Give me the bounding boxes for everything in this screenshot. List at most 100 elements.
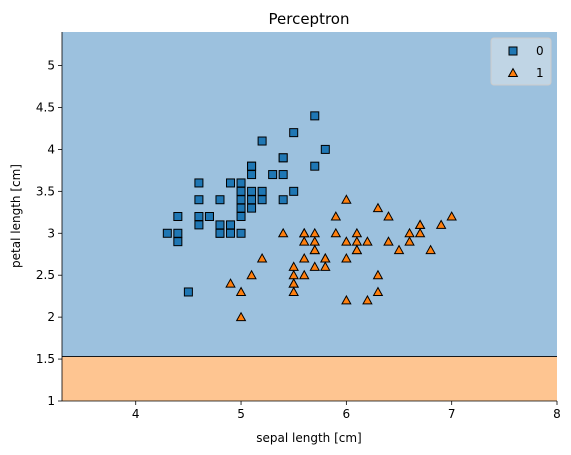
class-0-point <box>257 186 267 196</box>
class-1-point <box>435 219 447 229</box>
class-0-point <box>257 195 267 205</box>
class-0-point <box>278 153 288 163</box>
y-tick-label: 5 <box>47 59 55 73</box>
class-1-point <box>383 236 394 246</box>
class-0-point <box>236 186 246 196</box>
class-1-point <box>362 294 373 305</box>
y-tick-label: 1.5 <box>36 352 55 366</box>
legend-label-1: 1 <box>536 66 544 80</box>
class-0-point <box>278 195 288 205</box>
class-1-point <box>372 202 384 213</box>
class-0-point <box>320 144 330 154</box>
class-0-point <box>194 195 204 205</box>
class-0-point <box>236 228 246 238</box>
class-1-point <box>341 194 352 204</box>
class-1-point <box>341 294 352 305</box>
class-0-point <box>215 220 225 230</box>
class-1-point <box>298 236 310 246</box>
class-1-point <box>372 286 384 296</box>
class-0-point <box>257 136 267 146</box>
class-0-point <box>247 170 257 180</box>
region-class-0 <box>62 32 557 357</box>
class-0-point <box>226 220 236 230</box>
x-tick-label: 8 <box>553 407 561 421</box>
class-0-point <box>204 212 214 221</box>
class-1-point <box>330 227 342 238</box>
class-1-point <box>446 211 457 221</box>
class-0-point <box>236 203 246 213</box>
legend-label-0: 0 <box>536 44 544 58</box>
class-0-point <box>268 170 278 180</box>
class-0-point <box>236 212 246 221</box>
class-0-point <box>247 195 257 205</box>
region-class-1 <box>62 356 557 401</box>
y-tick-label: 3 <box>47 226 55 240</box>
class-0-point <box>194 212 204 221</box>
class-1-point <box>235 311 247 322</box>
class-1-point <box>320 261 331 271</box>
x-tick-label: 6 <box>343 407 351 421</box>
x-tick-label: 7 <box>448 407 456 421</box>
y-tick-label: 1 <box>47 394 55 408</box>
legend-frame <box>490 37 552 86</box>
class-1-point <box>383 211 394 221</box>
class-0-point <box>226 228 236 238</box>
class-0-point <box>247 186 257 196</box>
class-0-point <box>236 178 246 188</box>
x-tick-label: 5 <box>237 407 245 421</box>
class-1-point <box>362 236 373 246</box>
class-0-point <box>310 111 320 121</box>
class-0-point <box>162 228 172 238</box>
class-0-point <box>173 237 183 247</box>
y-tick-label: 4 <box>47 142 55 156</box>
class-0-point <box>247 161 257 171</box>
class-1-point <box>277 227 289 238</box>
x-tick-label: 4 <box>132 407 140 421</box>
class-1-point <box>235 286 247 296</box>
class-1-point <box>246 269 257 280</box>
class-1-point <box>372 269 384 280</box>
class-1-point <box>414 227 426 238</box>
class-0-point <box>194 220 204 230</box>
axes: 4 5 6 7 8 1 1.5 2 2.5 3 3.5 4 4.5 5 <box>36 32 561 421</box>
class-1-point <box>309 244 321 255</box>
class-1-point <box>298 253 310 263</box>
decision-regions <box>62 32 557 401</box>
class-1-point <box>225 278 236 288</box>
class-1-point <box>288 286 299 296</box>
class-0-point <box>236 195 246 205</box>
class-0-point <box>183 287 193 297</box>
class-0-point <box>289 128 299 138</box>
class-1-point <box>309 261 321 271</box>
legend-marker-1 <box>507 67 519 78</box>
class-1-point <box>256 253 268 263</box>
x-axis-label: sepal length [cm] <box>256 431 361 445</box>
scatter-points <box>162 111 457 322</box>
class-0-point <box>215 195 225 205</box>
class-0-point <box>173 212 183 221</box>
legend: 01 <box>490 37 552 86</box>
class-1-point <box>341 236 352 246</box>
class-1-point <box>425 244 436 255</box>
y-tick-label: 2.5 <box>36 268 55 282</box>
class-1-point <box>404 236 415 246</box>
y-axis-label: petal length [cm] <box>9 164 23 268</box>
class-0-point <box>310 161 320 171</box>
class-1-point <box>351 244 363 255</box>
y-tick-label: 3.5 <box>36 184 55 198</box>
class-0-point <box>173 228 183 238</box>
class-0-point <box>194 178 204 188</box>
legend-marker-0 <box>508 46 518 56</box>
class-1-point <box>330 211 342 221</box>
class-0-point <box>278 170 288 180</box>
class-1-point <box>298 269 310 280</box>
class-1-point <box>341 253 352 263</box>
class-0-point <box>289 186 299 196</box>
chart-title: Perceptron <box>269 10 350 28</box>
y-tick-label: 2 <box>47 310 55 324</box>
class-0-point <box>226 178 236 188</box>
class-1-point <box>298 227 310 238</box>
class-0-point <box>215 228 225 238</box>
class-1-point <box>393 244 405 255</box>
